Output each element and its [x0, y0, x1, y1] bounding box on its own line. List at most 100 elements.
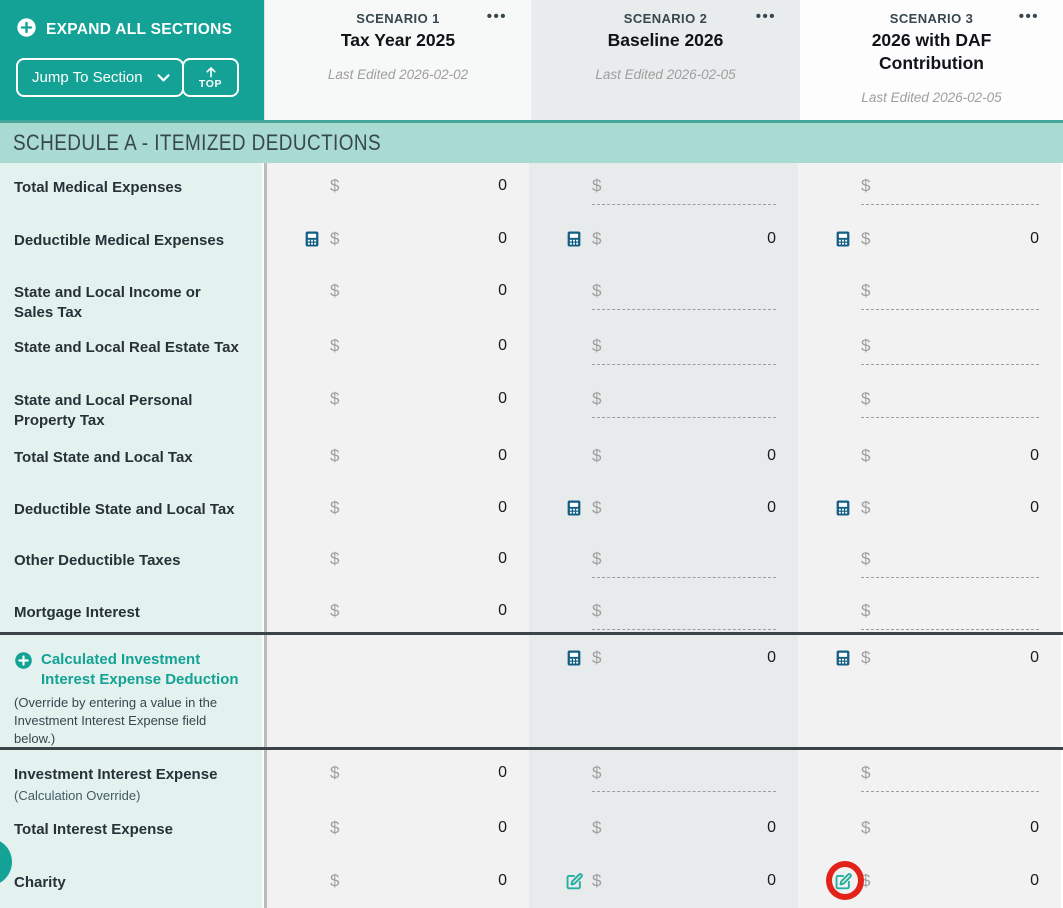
amount-input[interactable]: $	[861, 763, 1039, 792]
deductions-table: Total Medical Expenses $0 $ $ Deductible Med…	[0, 163, 1063, 908]
scenario-2-title: Baseline 2026	[607, 30, 724, 50]
currency-symbol: $	[330, 763, 340, 782]
amount-input[interactable]: $	[861, 549, 1039, 578]
state-and-local-real-estate-tax-scenario-2-cell: $	[529, 323, 798, 376]
row-label: Deductible State and Local Tax	[14, 501, 235, 518]
currency-symbol: $	[330, 818, 340, 837]
scenario-1-menu-ellipsis-icon[interactable]: •••	[486, 8, 507, 25]
jump-to-section-label: Jump To Section	[32, 69, 143, 86]
scenario-3-header: SCENARIO 3 ••• 2026 with DAF Contributio…	[800, 0, 1063, 120]
currency-symbol: $	[861, 549, 871, 568]
amount-value: 0	[498, 499, 507, 516]
section-title: SCHEDULE A - ITEMIZED DEDUCTIONS	[13, 130, 382, 155]
amount-display: $0	[592, 818, 776, 847]
amount-value: 0	[498, 337, 507, 354]
deductible-medical-expenses-scenario-1-cell: $0	[264, 216, 529, 268]
amount-input[interactable]: $	[861, 176, 1039, 205]
total-state-and-local-tax-scenario-2-cell: $0	[529, 433, 798, 485]
expand-all-sections-button[interactable]: EXPAND ALL SECTIONS	[16, 17, 252, 43]
amount-input[interactable]: $	[861, 389, 1039, 418]
amount-input[interactable]: $	[592, 763, 776, 792]
section-header-schedule-a[interactable]: SCHEDULE A - ITEMIZED DEDUCTIONS	[0, 120, 1063, 163]
currency-symbol: $	[592, 549, 602, 568]
amount-display: $0	[330, 389, 507, 418]
deductible-state-and-local-tax-scenario-2-cell: $0	[529, 485, 798, 536]
scenario-1-last-edited: Last Edited 2026-02-02	[327, 66, 469, 82]
currency-symbol: $	[330, 498, 340, 517]
amount-display: $0	[592, 871, 776, 900]
calculated-investment-interest-expense-deduction-label-cell: Calculated Investment Interest Expense De…	[0, 635, 264, 747]
scroll-to-top-button[interactable]: TOP	[182, 58, 239, 97]
currency-symbol: $	[861, 336, 871, 355]
total-medical-expenses-label-cell: Total Medical Expenses	[0, 163, 264, 216]
calculator-icon[interactable]	[303, 229, 330, 249]
scenario-2-menu-ellipsis-icon[interactable]: •••	[755, 8, 776, 25]
icon-slot	[834, 763, 861, 783]
deductible-state-and-local-tax-label-cell: Deductible State and Local Tax	[0, 485, 264, 536]
icon-slot	[303, 763, 330, 783]
currency-symbol: $	[861, 176, 871, 195]
amount-input[interactable]: $	[592, 176, 776, 205]
amount-value: 0	[767, 649, 776, 666]
row-label: Total Interest Expense	[14, 821, 173, 838]
calculator-icon[interactable]	[565, 648, 592, 668]
currency-symbol: $	[330, 281, 340, 300]
row-label: Total State and Local Tax	[14, 449, 193, 466]
jump-to-section-select[interactable]: Jump To Section	[16, 58, 184, 97]
icon-slot	[834, 389, 861, 409]
edit-icon[interactable]	[826, 861, 864, 900]
scenario-2-last-edited: Last Edited 2026-02-05	[595, 66, 736, 82]
amount-value: 0	[498, 872, 507, 889]
amount-input[interactable]: $	[592, 389, 776, 418]
calculator-icon[interactable]	[565, 498, 592, 518]
mortgage-interest-label-cell: Mortgage Interest	[0, 588, 264, 632]
currency-symbol: $	[330, 446, 340, 465]
amount-value: 0	[767, 499, 776, 516]
deductible-medical-expenses-label-cell: Deductible Medical Expenses	[0, 216, 264, 268]
scenario-3-menu-ellipsis-icon[interactable]: •••	[1018, 8, 1039, 25]
investment-interest-expense-scenario-3-cell: $	[798, 750, 1061, 805]
amount-display: $0	[330, 763, 507, 792]
amount-display: $0	[330, 601, 507, 630]
amount-value: 0	[498, 230, 507, 247]
amount-input[interactable]: $	[592, 281, 776, 310]
amount-value: 0	[498, 819, 507, 836]
calculated-investment-interest-expense-deduction-scenario-1-cell	[264, 635, 529, 747]
icon-slot	[303, 871, 330, 891]
amount-display: $0	[330, 229, 507, 258]
row-label: Calculated Investment Interest Expense De…	[41, 651, 239, 688]
icon-slot	[834, 281, 861, 301]
amount-input[interactable]: $	[592, 336, 776, 365]
calculator-icon[interactable]	[565, 229, 592, 249]
calculator-icon[interactable]	[834, 648, 861, 668]
edit-icon[interactable]	[565, 871, 592, 891]
total-medical-expenses-scenario-2-cell: $	[529, 163, 798, 216]
amount-input[interactable]: $	[861, 336, 1039, 365]
amount-input[interactable]: $	[592, 549, 776, 578]
table-row-state-and-local-income-or-sales-tax: State and Local Income or Sales Tax $0 $ $	[0, 268, 1063, 323]
other-deductible-taxes-scenario-1-cell: $0	[264, 536, 529, 588]
total-interest-expense-scenario-2-cell: $0	[529, 805, 798, 858]
scenario-3-last-edited: Last Edited 2026-02-05	[861, 89, 1002, 105]
chevron-down-icon	[155, 69, 172, 86]
other-deductible-taxes-scenario-2-cell: $	[529, 536, 798, 588]
plus-circle-icon[interactable]	[14, 651, 33, 670]
currency-symbol: $	[861, 763, 871, 782]
amount-input[interactable]: $	[592, 601, 776, 630]
amount-value: 0	[767, 447, 776, 464]
deductible-state-and-local-tax-scenario-1-cell: $0	[264, 485, 529, 536]
currency-symbol: $	[330, 229, 340, 248]
calculator-icon[interactable]	[834, 229, 861, 249]
amount-input[interactable]: $	[861, 601, 1039, 630]
currency-symbol: $	[592, 229, 602, 248]
mortgage-interest-scenario-1-cell: $0	[264, 588, 529, 632]
icon-slot	[303, 446, 330, 466]
calculator-icon[interactable]	[834, 498, 861, 518]
amount-input[interactable]: $	[861, 281, 1039, 310]
amount-value: 0	[498, 390, 507, 407]
table-row-total-medical-expenses: Total Medical Expenses $0 $ $	[0, 163, 1063, 216]
table-row-charity: Charity $0 $0 $0	[0, 858, 1063, 908]
charity-scenario-1-cell: $0	[264, 858, 529, 908]
amount-display: $0	[861, 648, 1039, 677]
icon-slot	[834, 818, 861, 838]
